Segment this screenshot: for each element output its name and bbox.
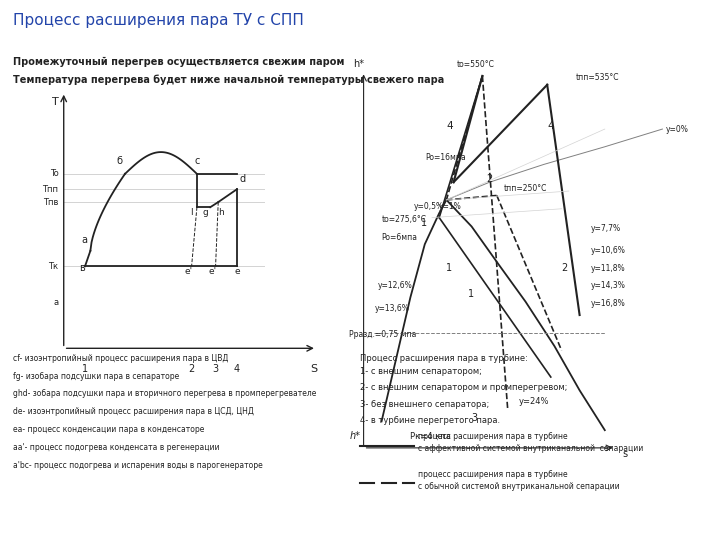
Text: g: g (202, 208, 208, 217)
Text: Тк: Тк (48, 262, 58, 271)
Text: y=14,3%: y=14,3% (590, 281, 625, 291)
Text: T: T (53, 97, 59, 107)
Text: Процесс расширения пара ТУ с СПП: Процесс расширения пара ТУ с СПП (13, 14, 304, 29)
Text: 3: 3 (212, 364, 219, 374)
Text: Промежуточный перегрев осуществляется свежим паром: Промежуточный перегрев осуществляется св… (13, 57, 344, 67)
Text: 3- без внешнего сепаратора;: 3- без внешнего сепаратора; (360, 400, 490, 409)
Text: в: в (79, 264, 85, 273)
Text: y=1%: y=1% (439, 202, 462, 211)
Text: a'bc- процесс подогрева и испарения воды в парогенераторе: a'bc- процесс подогрева и испарения воды… (13, 461, 263, 470)
Text: s: s (623, 449, 628, 459)
Text: Тпв: Тпв (43, 198, 58, 207)
Text: 4- в турбине перегретого пара.: 4- в турбине перегретого пара. (360, 416, 500, 425)
Text: Рк=4 кпа: Рк=4 кпа (410, 432, 451, 441)
Text: Температура перегрева будет ниже начальной температуры свежего пара: Температура перегрева будет ниже начальн… (13, 75, 444, 85)
Text: процесс расширения пара в турбине
с обычной системой внутриканальной сепарации: процесс расширения пара в турбине с обыч… (418, 470, 619, 491)
Text: h: h (218, 208, 224, 217)
Text: to=550°C: to=550°C (456, 60, 494, 69)
Text: 1- с внешним сепаратором;: 1- с внешним сепаратором; (360, 367, 482, 376)
Text: tпп=250°C: tпп=250°C (504, 184, 547, 193)
Text: 2- с внешним сепаратором и промперегревом;: 2- с внешним сепаратором и промперегрево… (360, 383, 567, 393)
Text: e: e (234, 267, 240, 276)
Text: y=16,8%: y=16,8% (590, 299, 625, 308)
Text: а: а (53, 298, 58, 307)
Text: 1: 1 (421, 219, 428, 228)
Text: e': e' (209, 267, 217, 276)
Text: 1: 1 (82, 364, 88, 374)
Text: 4: 4 (446, 121, 454, 131)
Text: ea- процесс конденсации пара в конденсаторе: ea- процесс конденсации пара в конденсат… (13, 425, 204, 434)
Text: fg- изобара подсушки пара в сепараторе: fg- изобара подсушки пара в сепараторе (13, 372, 179, 381)
Text: cf- изоэнтропийный процесс расширения пара в ЦВД: cf- изоэнтропийный процесс расширения па… (13, 354, 228, 363)
Text: процесс расширения пара в турбине
с аффективной системой внутриканальной  сепара: процесс расширения пара в турбине с аффе… (418, 433, 643, 453)
Text: h*: h* (353, 59, 364, 69)
Text: y=24%: y=24% (518, 396, 549, 406)
Text: tпп=535°C: tпп=535°C (576, 73, 619, 83)
Text: 2: 2 (189, 364, 194, 374)
Text: to=275,6°C: to=275,6°C (382, 215, 426, 224)
Text: y=0%: y=0% (666, 125, 689, 133)
Text: 1: 1 (468, 289, 474, 299)
Text: y=10,6%: y=10,6% (590, 246, 625, 255)
Text: Рразд.=0,75 мпа: Рразд.=0,75 мпа (349, 330, 417, 339)
Text: Процесс расширения пара в турбине:: Процесс расширения пара в турбине: (360, 354, 528, 363)
Text: Тпп: Тпп (42, 185, 58, 194)
Text: de- изоэнтропийный процесс расширения пара в ЦСД, ЦНД: de- изоэнтропийный процесс расширения па… (13, 407, 254, 416)
Text: y=12,6%: y=12,6% (378, 281, 413, 291)
Text: y=0,5%: y=0,5% (414, 202, 444, 211)
Text: ghd- зобара подсушки пара и вторичного перегрева в промперегревателе: ghd- зобара подсушки пара и вторичного п… (13, 389, 316, 399)
Text: 2: 2 (486, 174, 492, 184)
Text: 1: 1 (446, 263, 453, 273)
Text: l: l (190, 208, 193, 217)
Text: c: c (194, 156, 199, 166)
Text: aa'- процесс подогрева конденсата в регенерации: aa'- процесс подогрева конденсата в реге… (13, 443, 220, 452)
Text: d: d (240, 173, 246, 184)
Text: 4: 4 (234, 364, 240, 374)
Text: Po=16мпа: Po=16мпа (425, 153, 466, 162)
Text: б: б (117, 156, 122, 166)
Text: To: To (50, 170, 58, 178)
Text: Po=6мпа: Po=6мпа (382, 233, 418, 242)
Text: 2: 2 (562, 263, 568, 273)
Text: y=13,6%: y=13,6% (374, 303, 409, 313)
Text: e': e' (185, 267, 193, 276)
Text: a: a (81, 235, 88, 245)
Text: y=11,8%: y=11,8% (590, 264, 625, 273)
Text: 4: 4 (547, 121, 554, 131)
Text: h*: h* (349, 431, 360, 441)
Text: 3: 3 (472, 413, 478, 423)
Text: S: S (310, 364, 318, 374)
Text: y=7,7%: y=7,7% (590, 224, 621, 233)
